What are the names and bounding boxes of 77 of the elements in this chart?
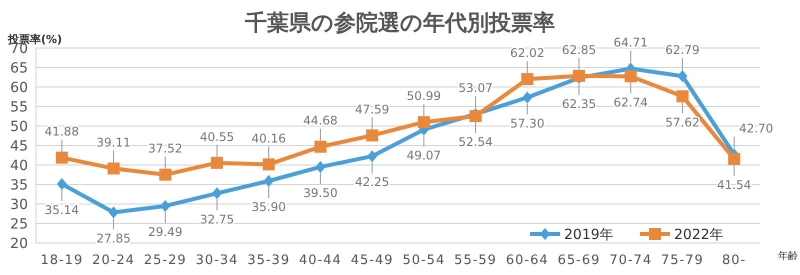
point <box>624 70 637 82</box>
chart-title: 千葉県の参院選の年代別投票率 <box>244 10 555 36</box>
point <box>56 152 68 164</box>
data-label: 41.88 <box>44 124 80 139</box>
point <box>315 160 326 173</box>
x-tick-label: 55-59 <box>454 253 497 268</box>
data-label: 42.25 <box>354 175 390 190</box>
x-tick-label: 20-24 <box>92 253 135 268</box>
x-tick-label: 18-19 <box>40 253 84 268</box>
x-tick-label: 75-79 <box>661 253 704 268</box>
y-tick-label: 50 <box>10 119 28 135</box>
x-tick-label: 25-29 <box>144 253 187 268</box>
y-tick-label: 20 <box>10 236 28 252</box>
legend-label: 2019年 <box>564 227 614 243</box>
data-label: 39.50 <box>303 186 338 200</box>
data-label: 37.52 <box>148 142 182 156</box>
data-label: 40.55 <box>200 130 234 144</box>
x-tick-label: 80- <box>722 253 746 268</box>
data-label: 50.99 <box>406 89 442 104</box>
y-tick-label: 55 <box>10 100 28 116</box>
data-label: 62.79 <box>665 43 700 58</box>
data-label: 53.07 <box>458 81 493 96</box>
data-label: 62.35 <box>562 96 596 111</box>
point <box>160 200 170 212</box>
y-tick-label: 60 <box>10 80 28 96</box>
point <box>366 129 378 142</box>
x-axis-title: 年齢 <box>778 250 798 262</box>
point <box>108 206 119 218</box>
point <box>262 158 275 170</box>
data-label: 62.02 <box>510 46 544 60</box>
data-label: 52.54 <box>458 135 493 150</box>
x-tick-label: 50-54 <box>402 253 446 268</box>
data-label: 62.74 <box>614 95 648 110</box>
point <box>521 73 534 86</box>
data-label: 49.07 <box>406 148 442 163</box>
data-label: 27.85 <box>96 231 131 246</box>
data-label: 62.85 <box>562 42 596 57</box>
legend-label: 2022年 <box>674 227 724 243</box>
y-tick-label: 40 <box>10 158 28 174</box>
point <box>159 168 172 181</box>
data-label: 47.59 <box>354 102 390 116</box>
data-label: 44.68 <box>303 114 338 128</box>
x-tick-label: 65-69 <box>558 253 600 268</box>
point <box>108 162 120 174</box>
data-label: 57.30 <box>510 116 544 131</box>
y-tick-label: 30 <box>10 197 28 213</box>
point <box>56 178 67 190</box>
y-tick-label: 45 <box>10 138 28 154</box>
data-label: 57.62 <box>665 115 700 130</box>
data-label: 39.11 <box>96 135 131 150</box>
y-tick-label: 35 <box>10 178 28 194</box>
data-label: 64.71 <box>614 36 648 50</box>
point <box>212 187 222 200</box>
data-label: 41.54 <box>716 178 752 192</box>
y-tick-label: 25 <box>10 216 28 232</box>
point <box>314 140 326 153</box>
point <box>264 174 274 187</box>
x-tick-label: 30-34 <box>196 253 238 268</box>
data-label: 42.70 <box>738 121 774 136</box>
x-tick-label: 40-44 <box>299 253 342 268</box>
data-label: 29.49 <box>148 224 182 239</box>
data-label: 32.75 <box>200 212 234 226</box>
data-label: 35.14 <box>44 202 80 217</box>
data-label: 35.90 <box>252 200 286 214</box>
data-label: 40.16 <box>252 131 286 146</box>
point <box>728 152 740 165</box>
x-tick-label: 45-49 <box>350 253 394 268</box>
point <box>522 92 532 104</box>
point <box>676 90 688 102</box>
x-tick-label: 35-39 <box>247 253 290 268</box>
point <box>367 150 378 162</box>
point <box>418 116 430 128</box>
point <box>677 70 688 82</box>
y-tick-label: 65 <box>10 60 28 76</box>
point <box>211 156 223 169</box>
x-tick-label: 60-64 <box>506 253 549 268</box>
x-tick-label: 70-74 <box>609 253 652 268</box>
